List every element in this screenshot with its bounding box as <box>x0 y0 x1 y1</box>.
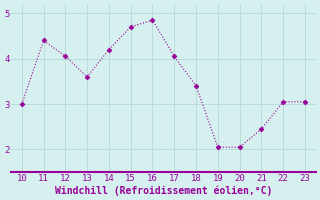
X-axis label: Windchill (Refroidissement éolien,°C): Windchill (Refroidissement éolien,°C) <box>55 185 272 196</box>
